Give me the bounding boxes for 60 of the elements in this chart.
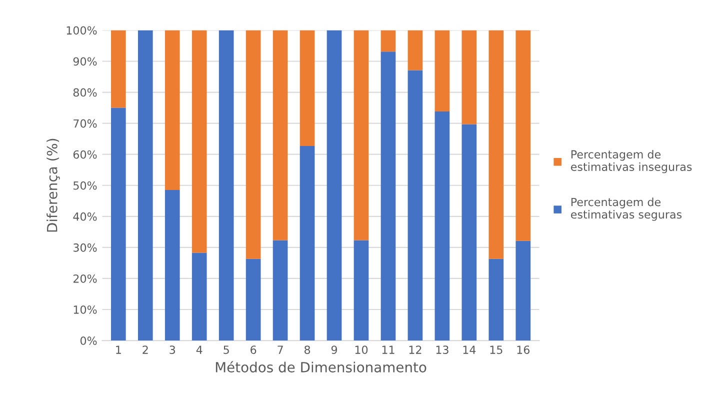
- bar: [516, 240, 531, 341]
- bar: [110, 30, 126, 108]
- x-tick-label: 13: [436, 346, 448, 354]
- bar: [192, 30, 207, 253]
- bar: [218, 30, 234, 341]
- bar: [354, 30, 369, 240]
- bar: [488, 258, 504, 341]
- y-axis-title: Diferença (%): [46, 138, 60, 232]
- x-tick-label: 11: [382, 346, 394, 354]
- x-tick-label: 4: [196, 346, 202, 354]
- x-tick-label: 15: [490, 346, 502, 354]
- bar: [434, 112, 450, 341]
- bar: [408, 70, 423, 341]
- y-tick-label: 20%: [73, 274, 97, 283]
- x-axis-title: Métodos de Dimensionamento: [216, 361, 426, 372]
- x-tick-label: 3: [170, 346, 176, 354]
- legend-label: Percentagem de estimativas seguras: [570, 198, 682, 221]
- y-tick-label: 0%: [80, 336, 97, 345]
- bar: [192, 252, 207, 341]
- x-tick-label: 10: [355, 346, 368, 354]
- y-tick-label: 40%: [73, 212, 97, 221]
- bar: [354, 240, 369, 341]
- x-tick-label: 16: [517, 346, 530, 354]
- bar: [300, 146, 315, 341]
- y-tick-label: 90%: [73, 57, 97, 66]
- y-tick-label: 10%: [74, 305, 97, 314]
- x-tick-label: 14: [463, 346, 476, 354]
- bar: [164, 30, 180, 190]
- x-tick-label: 5: [224, 346, 229, 354]
- y-tick-label: 50%: [74, 181, 97, 190]
- bar: [488, 30, 504, 259]
- y-tick-label: 100%: [66, 26, 97, 35]
- x-tick-label: 2: [142, 346, 148, 354]
- bar: [326, 30, 342, 341]
- bar: [462, 124, 477, 341]
- bar: [110, 108, 126, 341]
- legend-label: Percentagem de estimativas inseguras: [570, 150, 692, 174]
- bar: [434, 30, 450, 112]
- x-tick-label: 1: [116, 346, 121, 354]
- bar: [272, 30, 288, 240]
- bar: [300, 30, 315, 146]
- bar: [246, 258, 261, 341]
- x-tick-label: 8: [304, 346, 310, 354]
- bar: [246, 30, 261, 259]
- x-tick-label: 7: [278, 346, 283, 354]
- bar: [272, 240, 288, 341]
- bar: [380, 52, 396, 341]
- y-tick-label: 60%: [73, 150, 97, 159]
- bar: [380, 30, 396, 52]
- y-tick-label: 30%: [74, 243, 97, 252]
- bar: [408, 30, 423, 70]
- bar: [462, 30, 477, 124]
- bar: [516, 30, 531, 241]
- bar: [164, 190, 180, 341]
- x-tick-label: 9: [331, 346, 338, 354]
- y-tick-label: 80%: [73, 88, 97, 97]
- y-tick-label: 70%: [74, 119, 97, 128]
- x-tick-label: 12: [409, 346, 422, 354]
- bar: [138, 30, 153, 341]
- x-tick-label: 6: [250, 346, 256, 354]
